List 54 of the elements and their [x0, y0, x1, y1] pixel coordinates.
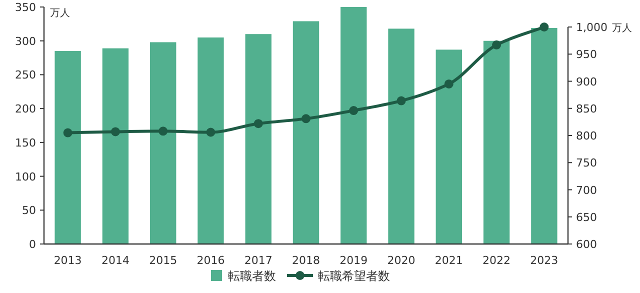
x-tick-label: 2019	[340, 254, 368, 267]
point	[63, 128, 72, 138]
y-tick-label: 250	[15, 68, 36, 82]
y-tick-label: 150	[15, 136, 36, 150]
x-tick-label: 2020	[387, 254, 416, 267]
legend-label: 転職希望者数	[318, 269, 390, 283]
y2-tick-label: 850	[576, 102, 597, 116]
bar	[436, 50, 462, 244]
point	[254, 119, 263, 128]
y2-tick-label: 900	[576, 75, 597, 88]
bar	[245, 34, 272, 244]
y2-axis-title: 万人	[612, 23, 632, 34]
point	[444, 79, 454, 88]
y2-tick-label: 950	[576, 48, 597, 62]
y-tick-label: 50	[22, 204, 36, 218]
bar	[531, 28, 558, 244]
point	[206, 128, 216, 137]
bar	[388, 28, 414, 244]
legend-label: 転職者数	[228, 269, 276, 283]
y2-tick-label: 750	[576, 156, 597, 170]
point	[540, 22, 549, 32]
bar	[102, 48, 129, 244]
bar	[483, 40, 510, 244]
x-tick-label: 2013	[54, 254, 82, 267]
point	[396, 96, 406, 106]
y-tick-label: 0	[29, 238, 36, 251]
y-tick-label: 200	[15, 102, 36, 116]
y2-tick-label: 1,000	[576, 21, 608, 34]
y2-tick-label: 800	[576, 130, 597, 142]
point	[302, 114, 310, 124]
y2-tick-label: 650	[576, 210, 597, 224]
bar	[150, 42, 176, 244]
bar	[292, 21, 320, 244]
bar	[340, 7, 367, 244]
point	[158, 126, 168, 136]
point	[349, 106, 358, 116]
x-tick-label: 2015	[149, 254, 178, 267]
y2-tick-label: 700	[576, 184, 597, 197]
y-tick-label: 300	[15, 34, 36, 48]
x-tick-label: 2014	[101, 254, 130, 267]
y2-tick-label: 600	[576, 238, 597, 251]
y-tick-label: 100	[15, 170, 36, 184]
x-tick-label: 2016	[196, 254, 225, 267]
bar	[198, 37, 224, 244]
x-tick-label: 2021	[434, 254, 463, 267]
x-tick-label: 2018	[292, 254, 320, 267]
point	[110, 127, 120, 136]
x-tick-label: 2017	[244, 254, 272, 267]
x-tick-label: 2022	[482, 254, 511, 267]
point	[492, 40, 502, 50]
x-tick-label: 2023	[530, 254, 558, 267]
y-tick-label: 350	[15, 1, 36, 14]
y-axis-title: 万人	[50, 8, 70, 19]
bar	[54, 51, 81, 244]
